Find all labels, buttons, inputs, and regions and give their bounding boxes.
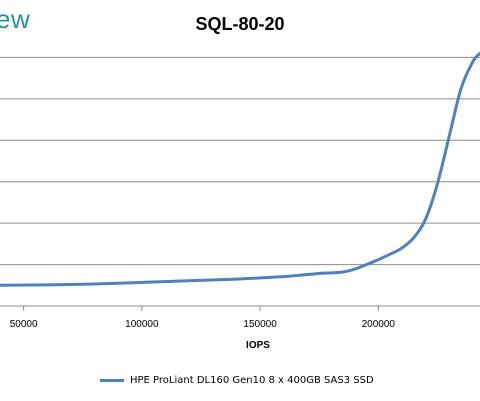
x-tick-label-1: 100000 [125, 319, 159, 330]
legend-swatch [100, 379, 124, 382]
logo-text-fragment: ew [0, 4, 31, 34]
x-tick-label-2: 150000 [243, 319, 277, 330]
x-tick-labels: 50000 100000 150000 200000 [10, 306, 396, 330]
x-tick-label-0: 50000 [10, 319, 38, 330]
x-axis-label: IOPS [246, 340, 270, 351]
legend: HPE ProLiant DL160 Gen10 8 x 400GB SAS3 … [100, 375, 374, 386]
x-tick-label-3: 200000 [362, 319, 396, 330]
legend-entry-label: HPE ProLiant DL160 Gen10 8 x 400GB SAS3 … [130, 375, 374, 386]
series-lines [0, 51, 480, 287]
chart-title: SQL-80-20 [195, 14, 285, 34]
gridlines [0, 56, 480, 307]
series-line-0 [0, 51, 480, 287]
